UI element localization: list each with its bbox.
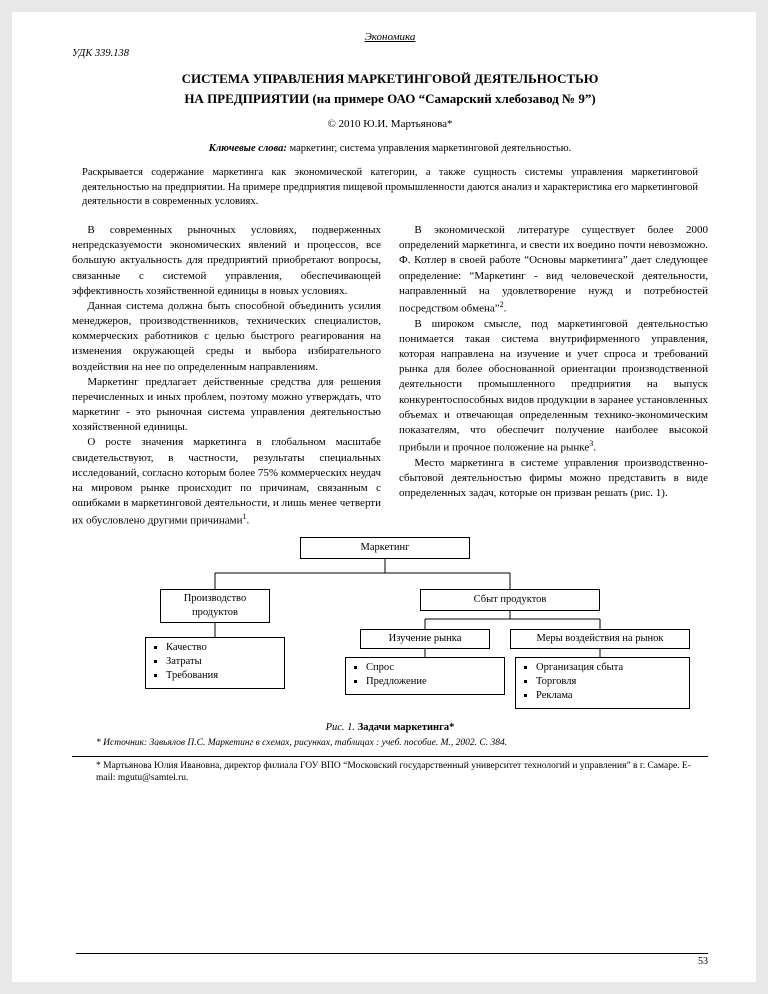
keywords-label: Ключевые слова: bbox=[209, 143, 287, 154]
node-sales: Сбыт продуктов bbox=[420, 589, 600, 611]
para-5: В экономической литературе существует бо… bbox=[399, 223, 708, 317]
keywords: Ключевые слова: маркетинг, система управ… bbox=[82, 142, 698, 156]
page: Экономика УДК 339.138 СИСТЕМА УПРАВЛЕНИЯ… bbox=[12, 12, 756, 982]
list-item: Организация сбыта bbox=[536, 661, 683, 675]
list-item: Затраты bbox=[166, 655, 278, 669]
list-production: КачествоЗатратыТребования bbox=[145, 637, 285, 689]
figure-1: Маркетинг Производство продуктов Сбыт пр… bbox=[75, 537, 705, 717]
list-study: СпросПредложение bbox=[345, 657, 505, 695]
title-line-1: СИСТЕМА УПРАВЛЕНИЯ МАРКЕТИНГОВОЙ ДЕЯТЕЛЬ… bbox=[92, 71, 688, 88]
body-columns: В современных рыночных условиях, подверж… bbox=[72, 223, 708, 529]
figure-source: * Источник: Завьялов П.С. Маркетинг в сх… bbox=[96, 737, 698, 750]
author-line: © 2010 Ю.И. Мартьянова* bbox=[72, 117, 708, 132]
title-line-2: НА ПРЕДПРИЯТИИ (на примере ОАО “Самарски… bbox=[72, 90, 708, 108]
para-2: Данная система должна быть способной объ… bbox=[72, 299, 381, 375]
abstract: Раскрывается содержание маркетинга как э… bbox=[82, 166, 698, 209]
para-4: О росте значения маркетинга в глобальном… bbox=[72, 435, 381, 529]
list-item: Требования bbox=[166, 669, 278, 683]
node-market-study: Изучение рынка bbox=[360, 629, 490, 649]
list-item: Спрос bbox=[366, 661, 498, 675]
footnote-rule bbox=[72, 756, 708, 757]
list-item: Качество bbox=[166, 641, 278, 655]
para-1: В современных рыночных условиях, подверж… bbox=[72, 223, 381, 299]
para-3: Маркетинг предлагает действенные средств… bbox=[72, 375, 381, 436]
keywords-text: маркетинг, система управления маркетинго… bbox=[287, 143, 571, 154]
para-7: Место маркетинга в системе управления пр… bbox=[399, 456, 708, 502]
figure-caption-prefix: Рис. 1. bbox=[326, 722, 358, 733]
list-item: Торговля bbox=[536, 675, 683, 689]
list-measures: Организация сбытаТорговляРеклама bbox=[515, 657, 690, 709]
figure-caption: Рис. 1. Задачи маркетинга* bbox=[72, 721, 708, 735]
figure-caption-title: Задачи маркетинга* bbox=[358, 722, 455, 733]
node-market-measures: Меры воздействия на рынок bbox=[510, 629, 690, 649]
author-footnote: * Мартьянова Юлия Ивановна, директор фил… bbox=[96, 760, 698, 785]
node-marketing: Маркетинг bbox=[300, 537, 470, 559]
running-head: Экономика bbox=[72, 30, 708, 45]
udc-code: УДК 339.138 bbox=[72, 47, 708, 61]
node-production: Производство продуктов bbox=[160, 589, 270, 623]
list-item: Реклама bbox=[536, 689, 683, 703]
page-number: 53 bbox=[76, 953, 708, 969]
list-item: Предложение bbox=[366, 675, 498, 689]
para-6: В широком смысле, под маркетинговой деят… bbox=[399, 317, 708, 456]
